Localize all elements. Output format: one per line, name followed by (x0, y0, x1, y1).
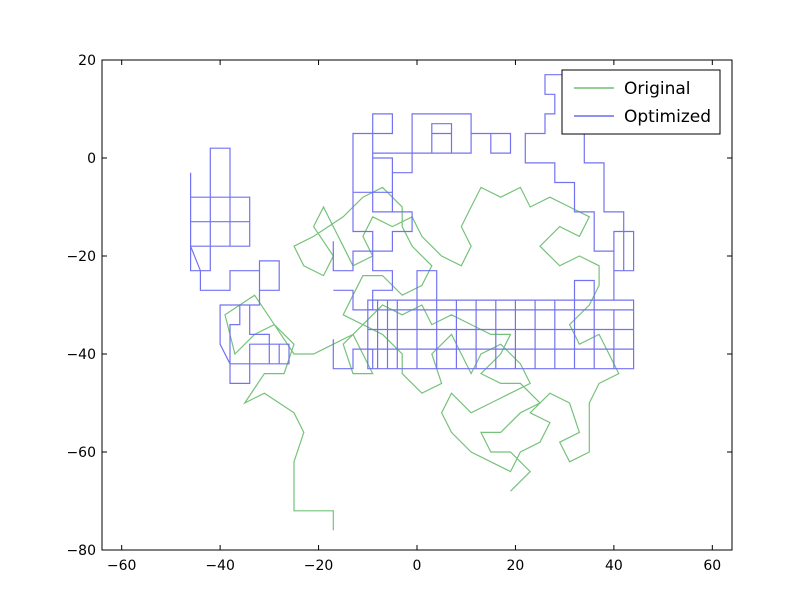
x-tick-label: −60 (107, 558, 137, 574)
series-line-optimized-4 (332, 241, 393, 311)
legend-box (561, 69, 721, 135)
x-tick-label: 0 (413, 558, 422, 574)
y-tick-label: 0 (87, 151, 96, 167)
legend: Original Optimized (561, 69, 721, 135)
x-tick-label: 40 (605, 558, 623, 574)
y-tick-label: −60 (66, 445, 96, 461)
x-tick-label: 20 (507, 558, 525, 574)
y-tick-label: −40 (66, 347, 96, 363)
plot-area (189, 74, 635, 531)
y-tick-label: 20 (78, 53, 96, 69)
series-line-optimized-3 (352, 113, 512, 252)
x-tick-label: 60 (703, 558, 721, 574)
x-tick-label: −20 (304, 558, 334, 574)
legend-label-optimized: Optimized (624, 107, 711, 127)
x-tick-label: −40 (205, 558, 235, 574)
ticks: −60 −40 −20 0 20 40 60 20 0 −20 −40 −60 −80 (66, 53, 732, 574)
series-line-optimized-1 (189, 147, 290, 384)
series-line-optimized-2 (367, 74, 635, 370)
y-tick-label: −80 (66, 543, 96, 559)
series-line-optimized-5 (332, 339, 374, 370)
legend-label-original: Original (624, 79, 691, 99)
series-lines (189, 74, 635, 531)
y-tick-label: −20 (66, 249, 96, 265)
